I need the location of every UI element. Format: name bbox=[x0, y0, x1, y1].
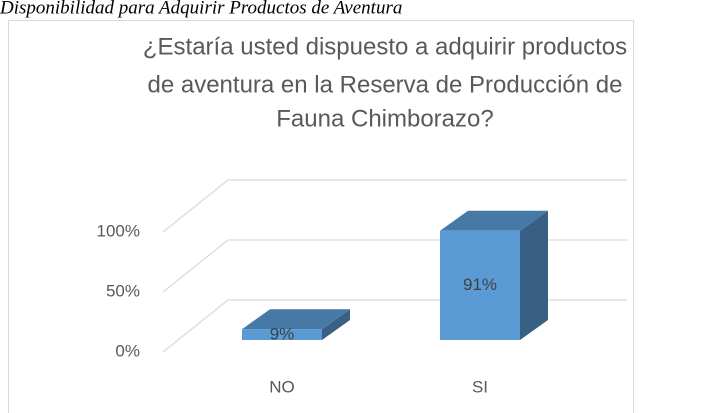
data-label: 9% bbox=[270, 325, 295, 344]
bar-side bbox=[520, 210, 548, 340]
x-tick-label: NO bbox=[269, 377, 295, 396]
chart-title: ¿Estaría usted dispuesto a adquirir prod… bbox=[143, 33, 627, 60]
bar-top bbox=[242, 309, 350, 330]
data-label: 91% bbox=[463, 275, 497, 294]
bar-side bbox=[322, 309, 350, 340]
bar bbox=[440, 230, 520, 340]
chart-title: de aventura en la Reserva de Producción … bbox=[148, 71, 623, 98]
y-tick-label: 50% bbox=[106, 281, 140, 300]
bar-top bbox=[440, 210, 548, 231]
chart-title: Fauna Chimborazo? bbox=[276, 105, 493, 132]
grid-line bbox=[162, 179, 627, 233]
x-tick-label: SI bbox=[472, 377, 488, 396]
y-tick-label: 0% bbox=[115, 341, 140, 360]
caption: Disponibilidad para Adquirir Productos d… bbox=[0, 0, 402, 18]
y-tick-label: 100% bbox=[97, 221, 140, 240]
bar bbox=[242, 329, 322, 340]
